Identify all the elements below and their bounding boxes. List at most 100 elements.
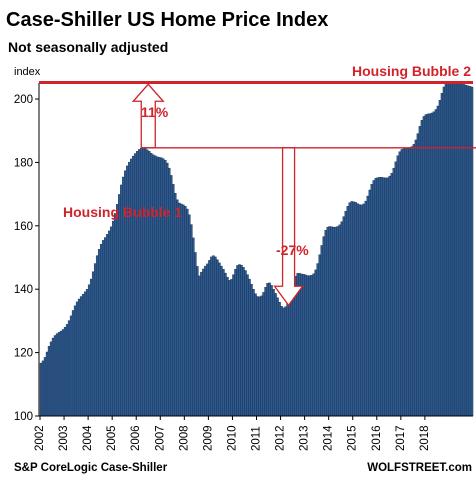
bar	[444, 82, 448, 417]
bar	[186, 208, 189, 417]
bar	[103, 237, 107, 417]
bar	[336, 226, 339, 417]
bar	[386, 177, 390, 417]
bar	[196, 266, 199, 417]
bar	[164, 160, 167, 417]
bar	[362, 203, 365, 417]
bar	[234, 269, 237, 417]
bar	[162, 158, 165, 417]
bar	[392, 167, 396, 417]
bar	[304, 274, 307, 417]
bar	[65, 324, 69, 417]
bar	[91, 271, 95, 417]
bar	[470, 86, 474, 417]
x-tick-label: 2006	[130, 425, 142, 451]
bar	[224, 272, 227, 417]
bar	[116, 204, 119, 417]
bar	[454, 82, 458, 417]
bar	[198, 275, 201, 417]
bar	[430, 112, 434, 417]
x-tick-group: 2002 2003 2004 2005 2006 2007 2008 2009 2010 2011…	[34, 416, 431, 451]
bar	[322, 236, 325, 417]
bar	[452, 81, 456, 417]
pct-down-label: -27%	[276, 242, 309, 258]
bar	[156, 156, 159, 417]
bar	[372, 180, 375, 417]
bar	[152, 154, 155, 417]
y-tick-label: 180	[14, 157, 33, 169]
bar	[338, 224, 341, 417]
brand-label: WOLFSTREET.com	[367, 462, 472, 474]
bar	[142, 147, 145, 417]
bar	[43, 357, 47, 417]
increase-arrow	[131, 83, 165, 149]
bar	[416, 133, 420, 417]
bar	[300, 273, 303, 417]
bar	[346, 205, 349, 417]
x-tick-label: 2005	[106, 425, 118, 451]
bar	[144, 148, 147, 417]
bar	[254, 293, 257, 417]
x-tick-label: 2010	[226, 425, 238, 451]
bar	[422, 116, 426, 417]
bar	[83, 291, 87, 417]
bar	[109, 226, 113, 417]
bar	[270, 285, 273, 417]
bar	[210, 256, 213, 417]
bar	[256, 296, 259, 417]
bar	[174, 192, 177, 417]
bar	[252, 289, 255, 417]
bar	[182, 204, 185, 417]
bar	[148, 151, 151, 417]
y-tick-label: 100	[14, 411, 33, 423]
bar	[222, 269, 225, 417]
bar	[284, 306, 287, 417]
bar	[278, 302, 281, 417]
bar	[404, 147, 408, 417]
bar	[111, 220, 115, 417]
bar	[380, 177, 384, 417]
bar	[382, 177, 386, 417]
bar	[158, 157, 161, 417]
bar	[160, 157, 163, 417]
bar	[81, 294, 85, 417]
source-label: S&P CoreLogic Case-Shiller	[14, 462, 168, 474]
bar	[85, 289, 89, 417]
bar	[232, 274, 235, 417]
bar	[264, 287, 267, 417]
bar	[45, 351, 49, 417]
bar	[310, 275, 313, 417]
bar	[230, 279, 233, 417]
bar	[101, 240, 105, 417]
bar	[450, 81, 454, 417]
bar	[462, 84, 466, 417]
y-tick-group: 100 120 140 160 180 200	[14, 94, 39, 423]
bar	[220, 265, 223, 417]
x-tick-label: 2008	[178, 425, 190, 451]
bar	[378, 177, 382, 417]
bar	[57, 332, 61, 417]
y-axis-label: index	[14, 66, 41, 78]
bar	[364, 200, 367, 417]
bar	[216, 259, 219, 417]
bar	[328, 226, 331, 417]
bar	[59, 330, 63, 417]
bar	[394, 161, 398, 417]
bar	[113, 213, 117, 417]
bar	[262, 292, 265, 417]
bar	[93, 263, 97, 417]
bar	[87, 284, 91, 417]
bar	[276, 297, 279, 417]
bar	[318, 254, 321, 417]
bar	[47, 346, 51, 417]
bar	[396, 155, 400, 417]
bar	[260, 295, 263, 417]
bubble2-label: Housing Bubble 2	[352, 63, 471, 79]
bar	[448, 81, 452, 417]
bar	[290, 289, 293, 417]
bar	[194, 252, 197, 417]
bar	[414, 139, 418, 417]
bar	[236, 265, 239, 417]
bar	[61, 329, 65, 417]
bar	[55, 333, 59, 417]
